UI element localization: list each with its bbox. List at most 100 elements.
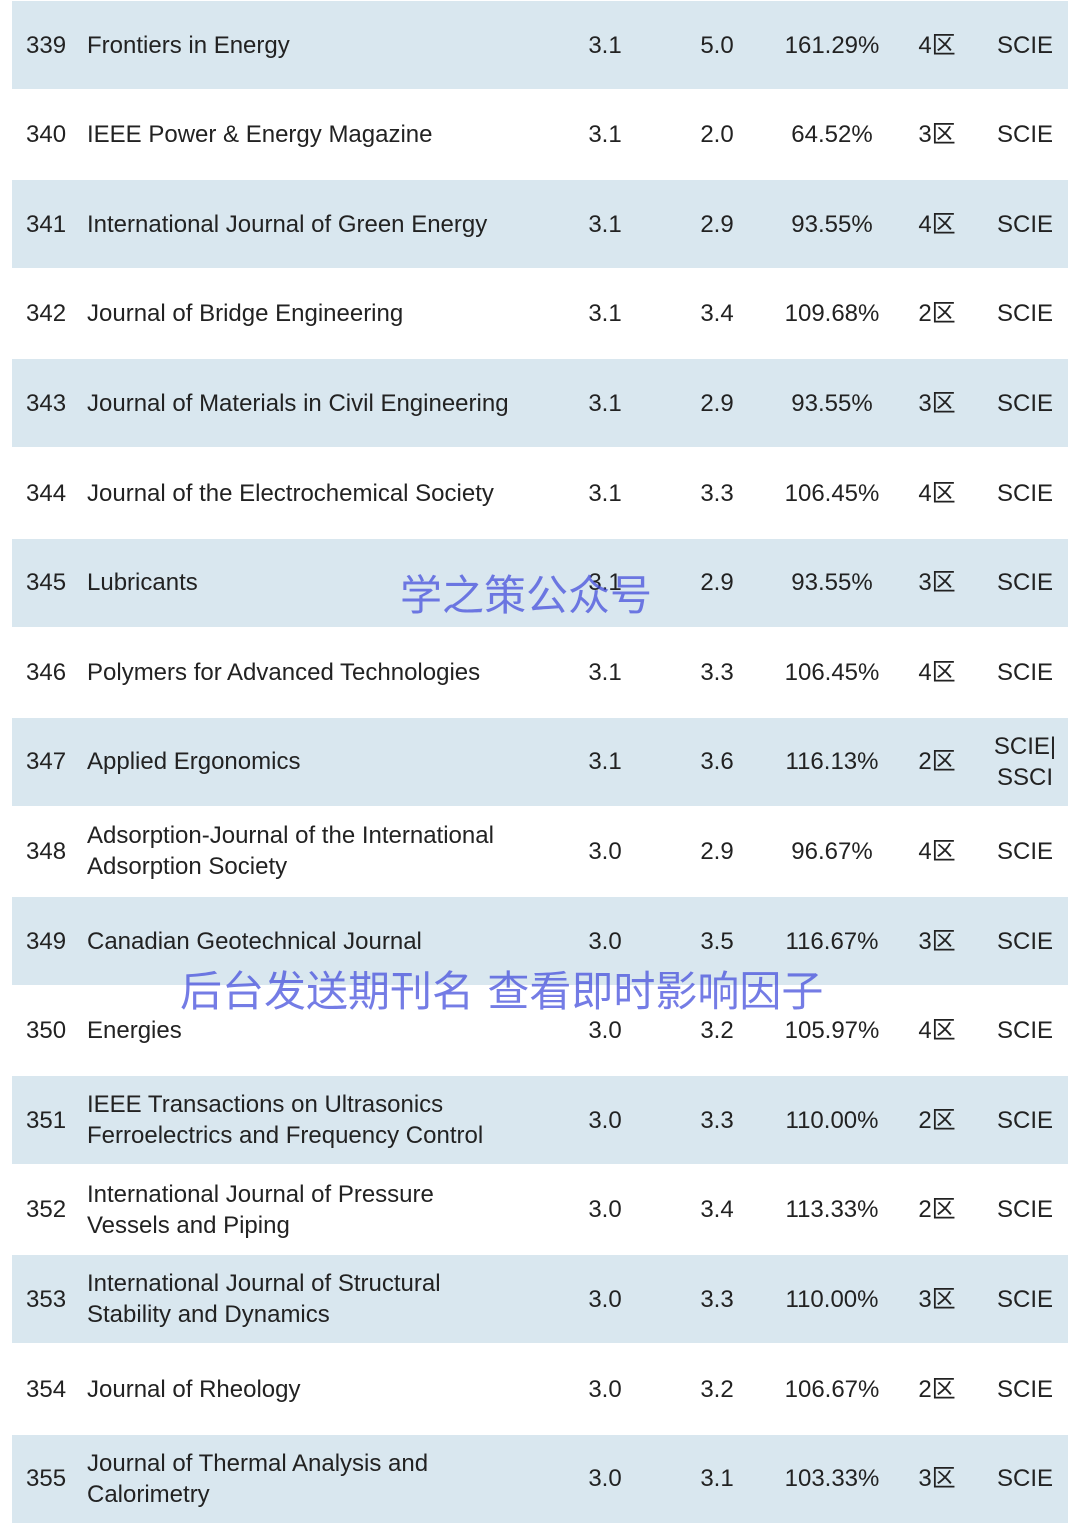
zone: 2区 [918, 300, 956, 328]
index: SCIE [996, 658, 1053, 686]
rank: 341 [26, 210, 67, 238]
journal-name: Journal of the Electrochemical Society [87, 479, 494, 507]
impact-factor: 3.0 [588, 1017, 622, 1045]
predicted-if: 2.9 [700, 389, 734, 417]
impact-factor: 3.0 [588, 1196, 622, 1224]
table-row: 340 IEEE Power & Energy Magazine 3.1 2.0 64.… [12, 90, 1068, 179]
index: SCIE [996, 1106, 1053, 1134]
journal-name: IEEE Power & Energy Magazine [87, 121, 433, 149]
predicted-if: 3.2 [700, 1017, 734, 1045]
predicted-if: 3.5 [700, 927, 734, 955]
journal-name: International Journal of Structural Stab… [87, 1270, 441, 1329]
zone: 3区 [918, 1465, 956, 1493]
rank: 355 [26, 1465, 67, 1493]
predicted-if: 2.9 [700, 569, 734, 597]
predicted-if: 3.1 [700, 1465, 734, 1493]
journal-name: IEEE Transactions on Ultrasonics Ferroel… [87, 1091, 484, 1150]
predicted-if: 2.0 [700, 121, 734, 149]
table-row: 341 International Journal of Green Energy… [12, 180, 1068, 269]
impact-factor: 3.0 [588, 1285, 622, 1313]
table-row: 348 Adsorption-Journal of the Internation… [12, 807, 1068, 896]
predicted-if: 3.3 [700, 1285, 734, 1313]
predicted-if: 3.3 [700, 479, 734, 507]
predicted-if: 3.4 [700, 300, 734, 328]
impact-factor: 3.0 [588, 1106, 622, 1134]
index: SCIE [996, 837, 1053, 865]
rank: 352 [26, 1196, 67, 1224]
zone: 4区 [918, 658, 956, 686]
table-row: 350 Energies 3.0 3.2 105.97% 4区 SCIE [12, 986, 1068, 1075]
impact-factor: 3.0 [588, 927, 622, 955]
rank: 346 [26, 658, 67, 686]
journal-name: Polymers for Advanced Technologies [87, 658, 481, 686]
impact-factor: 3.1 [588, 658, 622, 686]
index: SCIE [996, 1465, 1053, 1493]
zone: 4区 [918, 31, 956, 59]
ratio: 109.68% [784, 300, 880, 328]
rank: 353 [26, 1285, 67, 1313]
table-row: 346 Polymers for Advanced Technologies 3.1… [12, 628, 1068, 717]
index: SCIE [996, 1375, 1053, 1403]
journal-name: Journal of Materials in Civil Engineerin… [87, 389, 509, 417]
ratio: 110.00% [785, 1285, 879, 1313]
rank: 342 [26, 300, 67, 328]
index: SCIE [996, 210, 1053, 238]
journal-name: Journal of Rheology [87, 1375, 301, 1403]
zone: 4区 [918, 479, 956, 507]
rank: 350 [26, 1017, 67, 1045]
rank: 354 [26, 1375, 67, 1403]
rank: 345 [26, 569, 67, 597]
predicted-if: 2.9 [700, 210, 734, 238]
rank: 340 [26, 121, 67, 149]
impact-factor: 3.1 [588, 479, 622, 507]
watermark: 后台发送期刊名 查看即时影响因子 [180, 967, 824, 1016]
index: SCIE [996, 479, 1053, 507]
zone: 3区 [918, 1285, 956, 1313]
index: SCIE| SSCI [993, 732, 1057, 791]
rank: 343 [26, 389, 67, 417]
zone: 2区 [918, 748, 956, 776]
journal-name: International Journal of Pressure Vessel… [87, 1180, 434, 1239]
table-row: 355 Journal of Thermal Analysis and Calor… [12, 1434, 1068, 1523]
zone: 2区 [918, 1196, 956, 1224]
zone: 2区 [918, 1106, 956, 1134]
ratio: 96.67% [791, 837, 873, 865]
zone: 3区 [918, 121, 956, 149]
rank: 344 [26, 479, 67, 507]
ratio: 64.52% [791, 121, 873, 149]
ratio: 105.97% [784, 1017, 880, 1045]
journal-name: Energies [87, 1017, 182, 1045]
zone: 2区 [918, 1375, 956, 1403]
index: SCIE [996, 389, 1053, 417]
ratio: 93.55% [791, 389, 873, 417]
ratio: 93.55% [791, 569, 873, 597]
zone: 3区 [918, 389, 956, 417]
rank: 351 [26, 1106, 67, 1134]
rank: 347 [26, 748, 67, 776]
predicted-if: 3.2 [700, 1375, 734, 1403]
journal-name: Journal of Bridge Engineering [87, 300, 404, 328]
journal-name: Journal of Thermal Analysis and Calorime… [87, 1449, 429, 1508]
ratio: 161.29% [784, 31, 880, 59]
table-row: 343 Journal of Materials in Civil Enginee… [12, 359, 1068, 448]
table-row: 347 Applied Ergonomics 3.1 3.6 116.13% 2区 SCIE… [12, 717, 1068, 806]
table-row: 351 IEEE Transactions on Ultrasonics Ferr… [12, 1076, 1068, 1165]
table-row: 349 Canadian Geotechnical Journal 3.0 3.5 11… [12, 897, 1068, 985]
rank: 339 [26, 31, 67, 59]
zone: 3区 [918, 569, 956, 597]
predicted-if: 5.0 [700, 31, 734, 59]
ratio: 103.33% [784, 1465, 880, 1493]
impact-factor: 3.1 [588, 210, 622, 238]
table-row: 353 International Journal of Structural S… [12, 1255, 1068, 1344]
journal-name: Applied Ergonomics [87, 748, 301, 776]
index: SCIE [996, 1017, 1053, 1045]
journal-name: Canadian Geotechnical Journal [87, 927, 422, 955]
ratio: 116.67% [785, 927, 879, 955]
rank: 349 [26, 927, 67, 955]
impact-factor: 3.1 [588, 31, 622, 59]
predicted-if: 3.3 [700, 658, 734, 686]
ratio: 106.45% [784, 658, 880, 686]
journal-name: Adsorption-Journal of the International … [87, 822, 494, 881]
journal-name: International Journal of Green Energy [87, 210, 488, 238]
